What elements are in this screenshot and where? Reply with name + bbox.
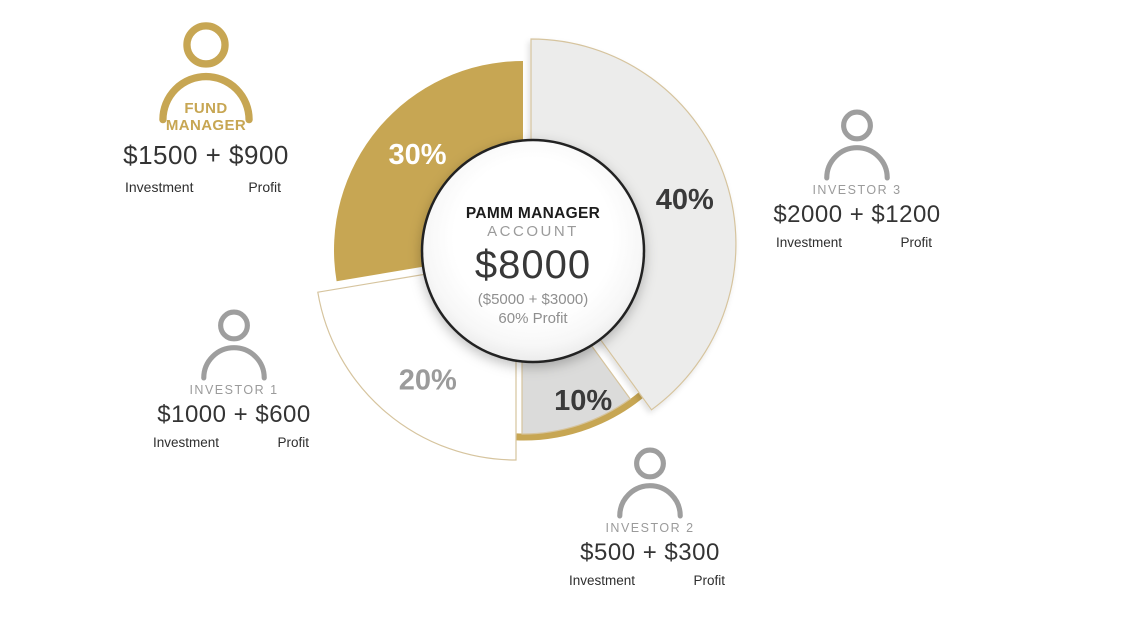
investor-icon xyxy=(824,109,890,181)
gold-rim-arc xyxy=(516,384,653,441)
person-sublabels: Investment Profit xyxy=(91,179,321,195)
investment-label: Investment xyxy=(125,179,194,195)
profit-label: Profit xyxy=(900,235,932,250)
person-amount: $500 + $300 xyxy=(580,539,720,566)
slice-label-40%: 40% xyxy=(656,184,714,216)
investor-icon xyxy=(617,447,683,519)
person-amount: $1500 + $900 xyxy=(123,140,289,170)
slice-label-30%: 30% xyxy=(388,139,446,171)
center-circle xyxy=(420,138,646,364)
profit-label: Profit xyxy=(693,573,725,588)
person-sublabels: Investment Profit xyxy=(742,235,972,250)
person-block-investor-3: INVESTOR 3 $2000 + $1200 Investment Prof… xyxy=(742,108,972,250)
investor-icon xyxy=(201,309,267,381)
person-name: INVESTOR 3 xyxy=(812,183,902,197)
fund-manager-icon xyxy=(159,22,253,124)
person-name: INVESTOR 2 xyxy=(605,521,695,535)
person-name: FUND MANAGER xyxy=(165,100,247,134)
profit-label: Profit xyxy=(277,435,309,450)
person-sublabels: Investment Profit xyxy=(119,435,349,450)
person-block-investor-2: INVESTOR 2 $500 + $300 Investment Profit xyxy=(535,446,765,588)
investment-label: Investment xyxy=(153,435,220,450)
person-amount: $1000 + $600 xyxy=(157,401,311,428)
person-name: INVESTOR 1 xyxy=(189,383,279,397)
slice-label-10%: 10% xyxy=(554,385,612,417)
person-amount: $2000 + $1200 xyxy=(773,201,941,228)
person-block-investor-1: INVESTOR 1 $1000 + $600 Investment Profi… xyxy=(119,308,349,450)
profit-label: Profit xyxy=(248,179,281,195)
person-block-fund-manager: FUND MANAGER $1500 + $900 Investment Pro… xyxy=(91,20,321,195)
person-sublabels: Investment Profit xyxy=(535,573,765,588)
investment-label: Investment xyxy=(569,573,636,588)
investment-label: Investment xyxy=(776,235,843,250)
slice-label-20%: 20% xyxy=(399,364,457,396)
donut-slice-labels: 40% 10% 20% 30% xyxy=(388,139,714,417)
